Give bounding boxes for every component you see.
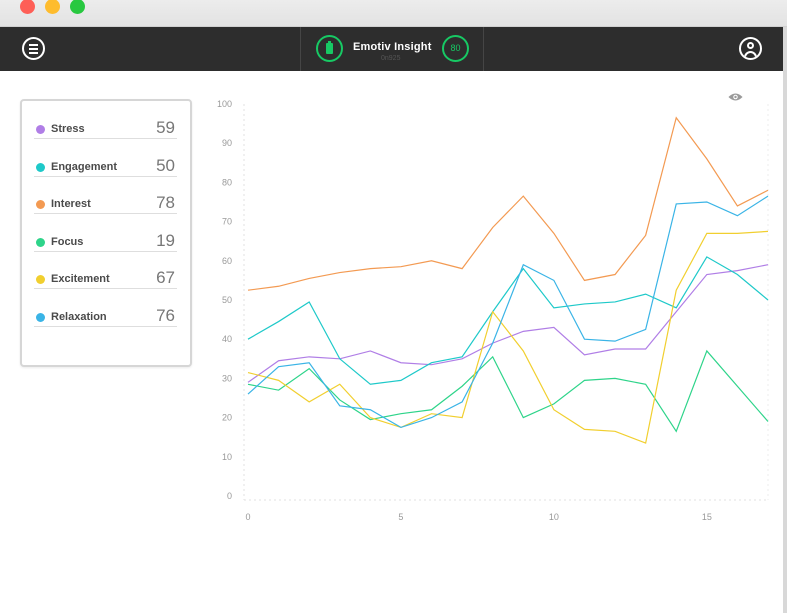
metric-value: 78	[156, 193, 175, 212]
metric-value: 59	[156, 118, 175, 137]
y-tick-label: 60	[222, 256, 232, 266]
series-line-excitement	[247, 230, 769, 444]
y-tick-label: 50	[222, 295, 232, 305]
x-tick-label: 0	[245, 512, 250, 522]
device-name: Emotiv Insight	[353, 41, 432, 53]
x-tick-label: 5	[398, 512, 403, 522]
metric-row-engagement[interactable]: Engagement 50	[34, 139, 177, 177]
zoom-window-button[interactable]	[70, 0, 85, 14]
app-header: Emotiv Insight 0n925 80	[0, 27, 783, 71]
y-tick-label: 80	[222, 177, 232, 187]
window-edge	[783, 27, 787, 613]
metric-row-interest[interactable]: Interest 78	[34, 176, 177, 214]
y-tick-label: 10	[222, 452, 232, 462]
y-tick-label: 100	[217, 99, 232, 109]
series-line-stress	[247, 264, 769, 383]
metric-value: 67	[156, 268, 175, 287]
metric-row-stress[interactable]: Stress 59	[34, 101, 177, 139]
y-tick-label: 30	[222, 373, 232, 383]
series-line-focus	[247, 349, 769, 433]
focus-color-dot	[36, 238, 45, 247]
x-tick-label: 10	[549, 512, 559, 522]
metric-label: Relaxation	[51, 311, 107, 323]
metric-label: Engagement	[51, 161, 118, 173]
metrics-panel: Stress 59 Engagement 50 Interest 78 Focu…	[20, 99, 192, 367]
minimize-window-button[interactable]	[45, 0, 60, 14]
series-line-engagement	[247, 256, 769, 385]
y-tick-label: 0	[227, 491, 232, 501]
metric-value: 50	[156, 156, 175, 175]
hamburger-menu-icon[interactable]	[22, 37, 45, 60]
battery-icon	[316, 35, 343, 62]
signal-quality-badge: 80	[442, 35, 469, 62]
metrics-line-chart: 0 10 20 30 40 50 60 70 80 90 100 0 5 10 15	[217, 99, 769, 522]
y-tick-label: 40	[222, 334, 232, 344]
y-tick-label: 70	[222, 217, 232, 227]
device-status[interactable]: Emotiv Insight 0n925 80	[300, 27, 484, 71]
metric-row-excitement[interactable]: Excitement 67	[34, 251, 177, 289]
eye-icon[interactable]	[728, 92, 743, 102]
metric-value: 76	[156, 306, 175, 325]
x-tick-label: 15	[702, 512, 712, 522]
y-tick-label: 90	[222, 138, 232, 148]
stress-color-dot	[36, 125, 45, 134]
metric-row-relaxation[interactable]: Relaxation 76	[34, 289, 177, 327]
metric-label: Stress	[51, 123, 85, 135]
metric-row-focus[interactable]: Focus 19	[34, 214, 177, 252]
relaxation-color-dot	[36, 313, 45, 322]
user-account-icon[interactable]	[739, 37, 762, 60]
metric-value: 19	[156, 231, 175, 250]
close-window-button[interactable]	[20, 0, 35, 14]
metric-label: Interest	[51, 198, 91, 210]
excitement-color-dot	[36, 275, 45, 284]
window-titlebar	[0, 0, 787, 27]
metric-label: Focus	[51, 236, 84, 248]
series-line-relaxation	[247, 195, 769, 429]
engagement-color-dot	[36, 163, 45, 172]
y-tick-label: 20	[222, 413, 232, 423]
device-id: 0n925	[381, 55, 401, 62]
interest-color-dot	[36, 200, 45, 209]
series-line-interest	[247, 116, 769, 291]
metric-label: Excitement	[51, 273, 110, 285]
